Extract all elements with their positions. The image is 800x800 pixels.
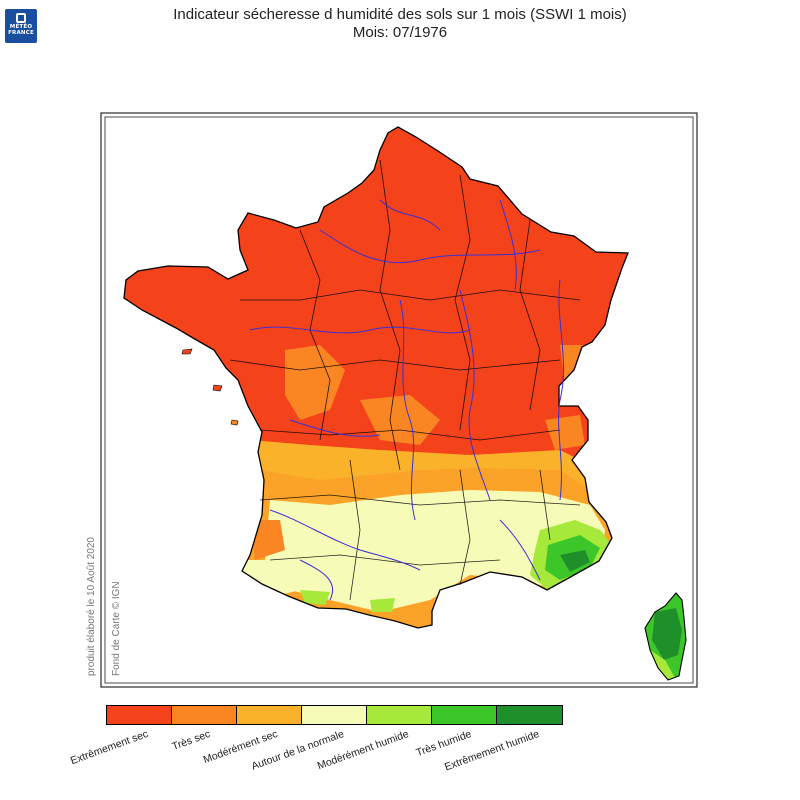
island-belle-ile <box>181 348 193 355</box>
logo-text-line1: MÉTÉO <box>9 24 33 30</box>
legend-swatch-0 <box>107 706 172 724</box>
map-subtitle: Mois: 07/1976 <box>352 24 448 41</box>
map-frame-outer <box>100 112 698 688</box>
legend-swatch-4 <box>367 706 432 724</box>
legend-swatch-6 <box>497 706 562 724</box>
logo-icon <box>16 13 26 23</box>
department-borders <box>229 159 581 601</box>
legend-swatch-1 <box>172 706 237 724</box>
credit-date-text: produit élaboré le 10 Août 2020 <box>86 537 97 676</box>
island-noirmoutier <box>212 384 223 392</box>
credit-ign-text: Fond de Carte © IGN <box>111 581 122 676</box>
legend-swatch-3 <box>302 706 367 724</box>
map-frame-inner <box>104 116 694 684</box>
france-mainland <box>124 127 628 628</box>
corsica-outline <box>644 592 687 681</box>
logo-text-line2: FRANCE <box>8 30 34 36</box>
island-oleron <box>230 419 239 426</box>
rivers <box>249 199 565 601</box>
france-outline <box>123 126 629 629</box>
legend-swatch-2 <box>237 706 302 724</box>
meteo-france-logo: MÉTÉO FRANCE <box>5 9 37 43</box>
legend-bar <box>106 705 563 725</box>
map-title: Indicateur sécheresse d humidité des sol… <box>173 6 627 23</box>
legend-swatch-5 <box>432 706 497 724</box>
